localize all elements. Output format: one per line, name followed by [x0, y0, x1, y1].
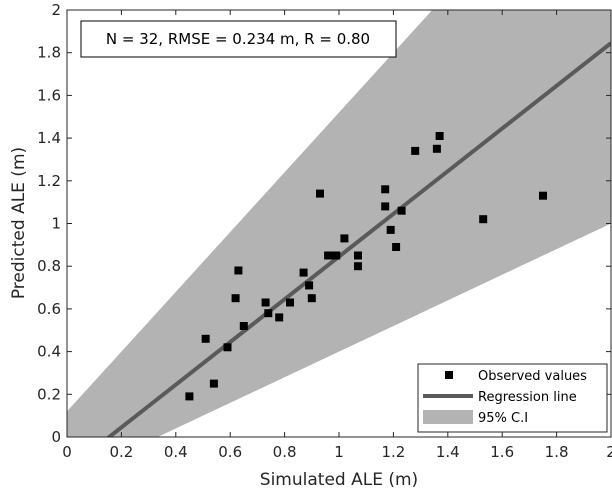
y-tick-label: 0.2	[37, 385, 61, 403]
y-tick-label: 0	[51, 428, 61, 446]
x-tick-label: 0.8	[273, 443, 297, 461]
y-tick-label: 1.4	[37, 129, 61, 147]
stats-annotation-text: N = 32, RMSE = 0.234 m, R = 0.80	[106, 30, 370, 48]
data-point	[479, 215, 488, 224]
y-tick-label: 0.4	[37, 343, 61, 361]
data-point	[185, 392, 194, 401]
x-tick-label: 1.6	[490, 443, 514, 461]
data-point	[332, 251, 341, 260]
data-point	[539, 191, 547, 200]
y-tick-label: 1.2	[37, 172, 61, 190]
data-point	[275, 313, 284, 322]
x-tick-label: 0.4	[164, 443, 188, 461]
y-axis-label: Predicted ALE (m)	[9, 147, 29, 299]
data-point	[286, 298, 294, 307]
y-tick-label: 0.8	[37, 257, 61, 275]
legend: Observed values Regression line 95% C.I	[417, 363, 608, 433]
y-tick-label: 1.6	[37, 86, 61, 104]
x-tick-label: 1.8	[545, 443, 569, 461]
legend-marker-observed	[445, 371, 453, 379]
data-point	[261, 298, 270, 307]
data-point	[435, 132, 444, 140]
data-point	[239, 322, 248, 330]
x-tick-label: 1.2	[381, 443, 405, 461]
x-axis-label: Simulated ALE (m)	[260, 470, 418, 490]
data-point	[381, 202, 390, 211]
data-point	[432, 144, 441, 153]
data-point	[397, 206, 406, 215]
data-point	[392, 243, 401, 251]
data-point	[305, 281, 314, 290]
data-point	[209, 379, 218, 388]
stats-annotation-box	[80, 20, 397, 58]
y-tick-label: 0.6	[37, 300, 61, 318]
data-point	[340, 234, 349, 243]
x-tick-label: 1.4	[436, 443, 460, 461]
data-point	[354, 251, 362, 260]
legend-label-observed: Observed values	[478, 369, 587, 384]
y-tick-label: 1	[51, 215, 61, 233]
data-point	[411, 146, 420, 155]
data-point	[381, 185, 390, 194]
y-tick-label: 2	[51, 1, 61, 19]
confidence-band	[67, 10, 611, 437]
data-point	[386, 225, 395, 234]
legend-label-regression: Regression line	[478, 390, 577, 405]
axis-ticks-layer: 0 0.2 0.4 0.6 0.8 1 1.2 1.4 1.6 1.8 2 0 0.2 0.4 0.6 0.8…	[37, 1, 612, 461]
y-tick-label: 1.8	[37, 44, 61, 62]
x-tick-label: 1	[334, 443, 344, 461]
data-point	[234, 266, 243, 275]
x-tick-label: 2	[606, 443, 612, 461]
x-tick-label: 0.2	[109, 443, 133, 461]
x-tick-label: 0	[62, 443, 72, 461]
data-point	[316, 189, 324, 198]
observed-points-layer	[185, 132, 547, 401]
data-point	[299, 268, 308, 277]
data-point	[201, 334, 210, 343]
legend-label-ci: 95% C.I	[478, 411, 528, 426]
data-point	[223, 343, 232, 352]
data-point	[307, 294, 316, 303]
confidence-band-layer	[67, 10, 611, 437]
data-point	[231, 294, 240, 303]
data-point	[326, 251, 335, 260]
data-point	[354, 262, 362, 271]
x-tick-label: 0.6	[218, 443, 242, 461]
stats-annotation: N = 32, RMSE = 0.234 m, R = 0.80	[80, 20, 397, 58]
legend-marker-ci	[423, 410, 473, 424]
data-point	[264, 309, 273, 318]
